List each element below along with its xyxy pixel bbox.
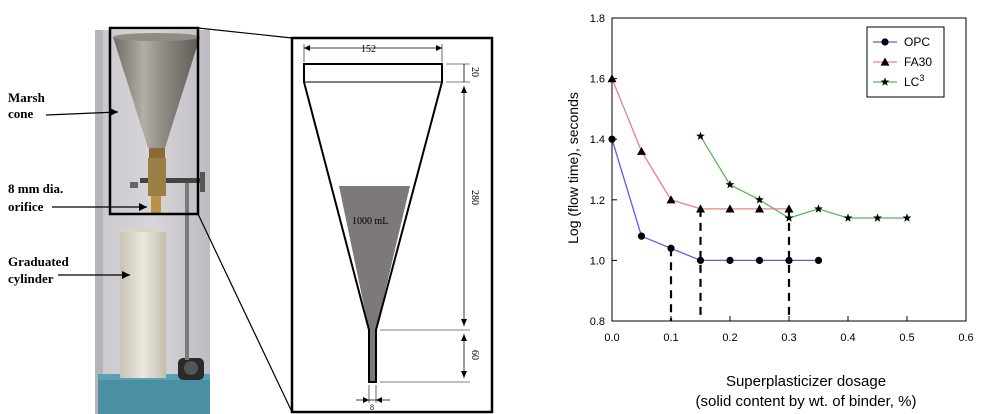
data-point	[696, 131, 705, 140]
legend-item: OPC	[873, 35, 930, 49]
data-point	[666, 195, 676, 204]
label-marsh-cone-line2: cone	[8, 106, 34, 121]
data-point	[608, 135, 616, 143]
y-tick-label: 1.6	[590, 74, 605, 86]
volume-label: 1000 mL	[352, 216, 388, 227]
x-tick-label: 0.4	[840, 332, 855, 344]
x-tick-label: 0.6	[958, 332, 973, 344]
flow-time-chart: 0.8 1.0 1.2 1.4 1.6 1.8 0.0 0.1 0.2 0.3 0.4 0.5 0.6…	[565, 13, 974, 410]
dim-top-rim: 20	[469, 67, 480, 77]
data-point	[873, 213, 882, 222]
data-point	[637, 232, 646, 240]
data-point	[814, 204, 823, 213]
label-orifice-line1: 8 mm dia.	[8, 181, 63, 196]
legend-marker	[880, 57, 890, 66]
zoom-indicator	[108, 26, 293, 413]
label-orifice-line2: orifice	[8, 199, 44, 214]
legend-marker	[880, 77, 890, 86]
y-tick-label: 0.8	[590, 316, 605, 328]
data-point	[843, 213, 853, 222]
data-point	[784, 204, 794, 213]
x-axis-label-line2: (solid content by wt. of binder, %)	[696, 393, 917, 410]
y-tick-label: 1.2	[590, 195, 605, 207]
x-axis-label-line1: Superplasticizer dosage	[726, 373, 886, 390]
y-tick-label: 1.0	[590, 255, 605, 267]
saturation-dosage-lines	[669, 208, 791, 321]
x-tick-label: 0.2	[722, 332, 737, 344]
data-point	[725, 180, 735, 189]
label-cylinder-line1: Graduated	[8, 254, 69, 269]
data-point	[785, 256, 793, 264]
legend-label: FA30	[904, 55, 932, 69]
legend-label: OPC	[904, 35, 930, 49]
data-point	[902, 213, 912, 222]
legend-item: FA30	[873, 55, 932, 69]
data-point	[755, 195, 764, 204]
series-opc	[608, 135, 823, 264]
cone-schematic: 152 20 280 60 8 1000 mL	[290, 36, 494, 414]
y-axis-label: Log (flow time), seconds	[565, 92, 581, 244]
data-point	[696, 256, 705, 264]
label-cylinder-line2: cylinder	[8, 271, 54, 286]
label-marsh-cone-line1: Marsh	[8, 90, 46, 105]
x-tick-label: 0.5	[899, 332, 914, 344]
series-fa30	[607, 74, 794, 213]
apparatus-labels: Marsh cone 8 mm dia. orifice Graduated c…	[8, 90, 147, 286]
legend-label: LC3	[904, 73, 924, 89]
x-tick-label: 0.0	[604, 332, 619, 344]
legend-item: LC3	[873, 73, 924, 89]
y-tick-label: 1.4	[590, 134, 605, 146]
data-point	[726, 256, 734, 264]
data-point	[725, 204, 735, 213]
y-tick-label: 1.8	[590, 13, 605, 25]
data-point	[755, 256, 764, 264]
dim-nozzle-length: 60	[469, 350, 480, 360]
legend: OPC FA30 LC3	[866, 26, 945, 98]
x-tick-label: 0.3	[781, 332, 796, 344]
series-layer	[607, 74, 912, 264]
marsh-cone-figure: Marsh cone 8 mm dia. orifice Graduated c…	[8, 26, 494, 414]
data-point	[784, 213, 794, 222]
series-line	[699, 135, 907, 219]
data-point	[607, 74, 617, 83]
legend-marker	[881, 38, 889, 46]
data-point	[814, 256, 823, 264]
x-tick-label: 0.1	[663, 332, 678, 344]
series-line	[611, 78, 789, 210]
series-line	[611, 139, 819, 262]
y-axis: 0.8 1.0 1.2 1.4 1.6 1.8	[590, 13, 617, 328]
dim-orifice: 8	[370, 403, 374, 412]
data-point	[637, 146, 646, 155]
data-point	[696, 204, 705, 213]
arrow-marsh-cone	[45, 111, 119, 116]
apparatus-photo	[95, 30, 210, 414]
data-point	[667, 244, 675, 252]
dim-cone-height: 280	[469, 190, 480, 205]
liquid-fill	[339, 186, 410, 330]
dim-top-width: 152	[361, 44, 376, 55]
series-lc	[696, 131, 912, 222]
data-point	[755, 204, 764, 213]
x-axis: 0.0 0.1 0.2 0.3 0.4 0.5 0.6	[604, 316, 974, 344]
